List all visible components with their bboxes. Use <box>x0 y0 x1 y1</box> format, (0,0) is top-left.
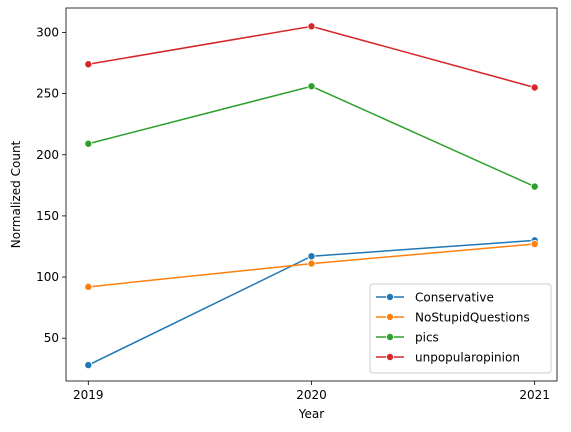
plot-frame <box>65 7 558 382</box>
legend-swatch-marker <box>385 312 394 321</box>
series-line <box>88 25 535 89</box>
legend-swatch-marker <box>385 332 394 341</box>
legend-swatch-marker <box>385 352 394 361</box>
y-tick-label: 200 <box>36 148 59 162</box>
y-tick-label: 300 <box>36 25 59 39</box>
x-axis: 2019 2020 2021 <box>73 381 550 402</box>
data-point <box>307 259 316 268</box>
legend-box <box>369 283 552 374</box>
legend-label: Conservative <box>415 291 494 305</box>
x-tick-label: 2021 <box>519 388 550 402</box>
data-point <box>84 60 93 69</box>
data-point <box>307 252 316 261</box>
data-point <box>530 240 539 249</box>
legend-item: Conservative <box>376 291 494 305</box>
y-tick-label: 150 <box>36 209 59 223</box>
x-tick-label: 2020 <box>296 388 327 402</box>
data-point <box>307 22 316 31</box>
y-axis-title: Normalized Count <box>9 140 23 248</box>
series-line <box>88 85 535 188</box>
legend-label: unpopularopinion <box>415 351 520 365</box>
x-axis-title: Year <box>298 407 324 421</box>
legend-item: pics <box>376 331 439 345</box>
y-axis: 50 100 150 200 250 300 <box>36 25 66 345</box>
legend: Conservative NoStupidQuestions pics unpopul… <box>369 283 552 374</box>
data-point <box>307 82 316 91</box>
data-point <box>530 83 539 92</box>
series-unpopularopinion <box>84 22 539 92</box>
y-tick-label: 250 <box>36 87 59 101</box>
data-point <box>84 282 93 291</box>
data-point <box>84 139 93 148</box>
y-tick-label: 50 <box>44 331 59 345</box>
legend-swatch-marker <box>385 292 394 301</box>
legend-item: unpopularopinion <box>376 351 520 365</box>
series-pics <box>84 82 539 191</box>
series-NoStupidQuestions <box>84 240 539 291</box>
legend-label: pics <box>415 331 439 345</box>
y-tick-label: 100 <box>36 270 59 284</box>
data-point <box>84 361 93 370</box>
legend-label: NoStupidQuestions <box>415 311 530 325</box>
legend-item: NoStupidQuestions <box>376 311 530 325</box>
series-layer <box>84 22 539 370</box>
data-point <box>530 182 539 191</box>
x-tick-label: 2019 <box>73 388 104 402</box>
